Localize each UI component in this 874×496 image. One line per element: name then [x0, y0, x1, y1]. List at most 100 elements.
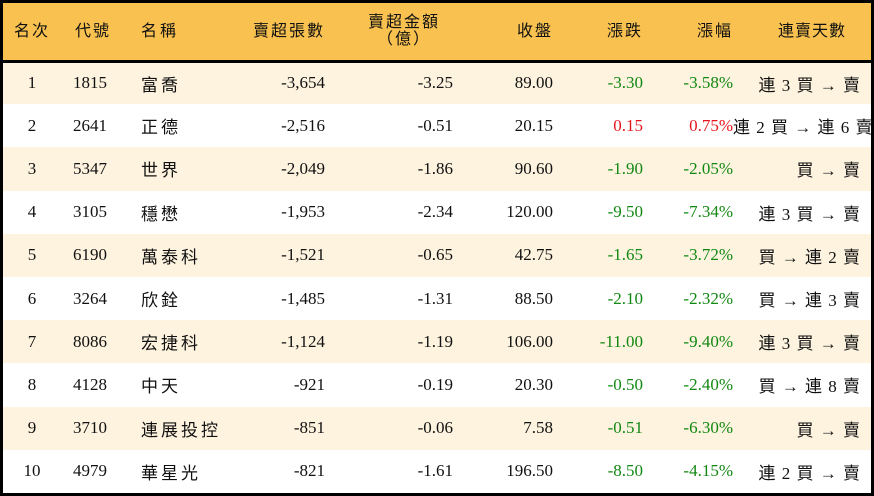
table-row: 1 1815 富喬 -3,654 -3.25 89.00 -3.30 -3.58… [3, 61, 871, 105]
cell-streak: 買 → 賣 [796, 420, 861, 440]
cell-code: 3105 [73, 202, 107, 222]
cell-code: 1815 [73, 73, 107, 93]
cell-streak: 連 3 買 → 賣 [758, 204, 861, 224]
cell-change-pct: -6.30% [683, 418, 733, 438]
cell-rank: 1 [27, 73, 37, 93]
cell-code: 8086 [73, 331, 107, 351]
cell-code: 3264 [73, 288, 107, 308]
cell-name: 華星光 [141, 463, 201, 483]
cell-close: 20.15 [514, 115, 553, 135]
cell-net-sell-lots: -921 [293, 374, 325, 394]
cell-close: 7.58 [523, 418, 553, 438]
cell-net-sell-lots: -1,953 [281, 202, 325, 222]
cell-net-sell-amount: -0.06 [417, 418, 453, 438]
cell-change: -0.50 [607, 374, 643, 394]
header-net-sell-amount: 賣超金額 （億） [325, 3, 453, 63]
cell-streak: 連 3 買 → 賣 [758, 334, 861, 354]
table-header: 名次 代號 名稱 賣超張數 賣超金額 （億） 收盤 漲跌 漲幅 連賣天數 [3, 3, 871, 63]
cell-change-pct: -2.05% [683, 158, 733, 178]
header-net-sell-amount-line1: 賣超金額 [367, 14, 440, 32]
table-row: 6 3264 欣銓 -1,485 -1.31 88.50 -2.10 -2.32… [3, 276, 871, 321]
cell-rank: 4 [27, 202, 37, 222]
cell-net-sell-amount: -1.31 [417, 288, 453, 308]
cell-net-sell-lots: -2,049 [281, 158, 325, 178]
cell-name: 宏捷科 [141, 334, 201, 354]
cell-net-sell-amount: -0.65 [417, 245, 453, 265]
cell-net-sell-amount: -1.19 [417, 331, 453, 351]
cell-net-sell-amount: -2.34 [417, 202, 453, 222]
cell-net-sell-amount: -0.19 [417, 374, 453, 394]
cell-streak: 買 → 連 2 賣 [758, 247, 861, 267]
cell-change: -9.50 [607, 202, 643, 222]
cell-change-pct: -2.40% [683, 374, 733, 394]
header-code: 代號 [61, 3, 139, 63]
cell-rank: 7 [27, 331, 37, 351]
table-body: 1 1815 富喬 -3,654 -3.25 89.00 -3.30 -3.58… [3, 61, 873, 493]
cell-rank: 3 [27, 158, 37, 178]
cell-name: 穩懋 [141, 204, 181, 224]
cell-streak: 連 2 買 → 賣 [758, 463, 861, 483]
cell-net-sell-amount: -1.86 [417, 158, 453, 178]
cell-close: 120.00 [506, 202, 553, 222]
cell-net-sell-amount: -1.61 [417, 461, 453, 481]
cell-streak: 買 → 賣 [796, 161, 861, 181]
cell-net-sell-lots: -3,654 [281, 73, 325, 93]
cell-streak: 買 → 連 8 賣 [758, 377, 861, 397]
header-row: 名次 代號 名稱 賣超張數 賣超金額 （億） 收盤 漲跌 漲幅 連賣天數 [3, 3, 871, 63]
cell-change-pct: -4.15% [683, 461, 733, 481]
cell-code: 4979 [73, 461, 107, 481]
cell-net-sell-lots: -1,521 [281, 245, 325, 265]
cell-name: 正德 [141, 118, 181, 138]
table-row: 2 2641 正德 -2,516 -0.51 20.15 0.15 0.75% … [3, 104, 873, 148]
net-sell-ranking-table: 名次 代號 名稱 賣超張數 賣超金額 （億） 收盤 漲跌 漲幅 連賣天數 1 1… [3, 3, 873, 493]
cell-change-pct: 0.75% [689, 115, 733, 135]
cell-rank: 6 [27, 288, 37, 308]
cell-close: 89.00 [514, 73, 553, 93]
cell-change: -0.51 [607, 418, 643, 438]
cell-net-sell-amount: -3.25 [417, 73, 453, 93]
header-name: 名稱 [139, 3, 239, 63]
cell-net-sell-lots: -851 [293, 418, 325, 438]
table-row: 5 6190 萬泰科 -1,521 -0.65 42.75 -1.65 -3.7… [3, 233, 871, 277]
table-row: 4 3105 穩懋 -1,953 -2.34 120.00 -9.50 -7.3… [3, 190, 871, 234]
header-rank: 名次 [3, 3, 61, 63]
cell-change: -11.00 [599, 331, 643, 351]
cell-change: -2.10 [607, 288, 643, 308]
cell-change: 0.15 [613, 115, 643, 135]
cell-rank: 10 [23, 461, 41, 481]
cell-close: 106.00 [506, 331, 553, 351]
cell-change-pct: -3.72% [683, 245, 733, 265]
cell-code: 4128 [73, 374, 107, 394]
cell-net-sell-amount: -0.51 [417, 115, 453, 135]
table-row: 9 3710 連展投控 -851 -0.06 7.58 -0.51 -6.30%… [3, 406, 871, 450]
cell-rank: 2 [27, 115, 37, 135]
cell-close: 88.50 [514, 288, 553, 308]
cell-close: 196.50 [506, 461, 553, 481]
cell-name: 萬泰科 [141, 247, 201, 267]
cell-code: 3710 [73, 418, 107, 438]
cell-name: 連展投控 [141, 420, 221, 440]
cell-code: 6190 [73, 245, 107, 265]
table-row: 3 5347 世界 -2,049 -1.86 90.60 -1.90 -2.05… [3, 147, 871, 191]
header-change: 漲跌 [553, 3, 643, 63]
cell-close: 20.30 [514, 374, 553, 394]
cell-close: 90.60 [514, 158, 553, 178]
cell-net-sell-lots: -1,485 [281, 288, 325, 308]
header-change-pct: 漲幅 [643, 3, 733, 63]
cell-change: -1.65 [607, 245, 643, 265]
cell-code: 5347 [73, 158, 107, 178]
cell-rank: 8 [27, 374, 37, 394]
cell-change: -8.50 [607, 461, 643, 481]
cell-name: 世界 [141, 161, 181, 181]
cell-streak: 連 3 買 → 賣 [758, 75, 861, 95]
cell-name: 中天 [141, 377, 181, 397]
header-net-sell-lots: 賣超張數 [239, 3, 325, 63]
table-row: 8 4128 中天 -921 -0.19 20.30 -0.50 -2.40% … [3, 363, 871, 407]
cell-name: 欣銓 [141, 291, 181, 311]
header-streak: 連賣天數 [733, 3, 871, 63]
cell-change: -1.90 [607, 158, 643, 178]
cell-rank: 5 [27, 245, 37, 265]
cell-net-sell-lots: -1,124 [281, 331, 325, 351]
cell-change-pct: -2.32% [683, 288, 733, 308]
